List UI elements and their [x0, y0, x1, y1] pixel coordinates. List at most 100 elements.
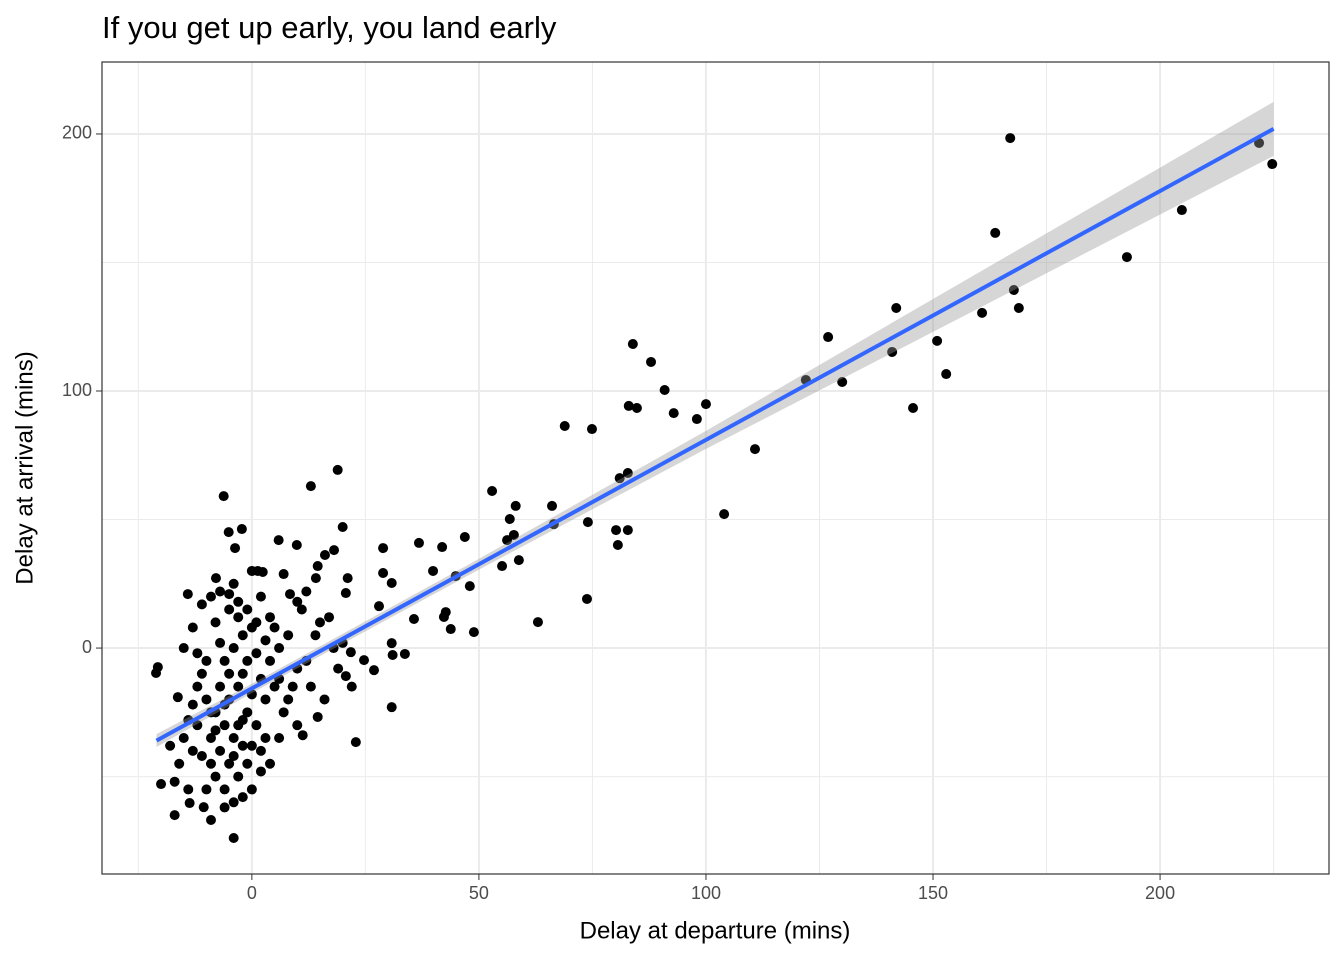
point	[183, 784, 194, 795]
point	[201, 784, 212, 795]
point	[513, 555, 524, 566]
point	[508, 529, 519, 540]
point	[502, 535, 513, 546]
point	[837, 377, 848, 388]
point	[437, 542, 448, 553]
point	[332, 464, 343, 475]
point	[305, 481, 316, 492]
point	[210, 573, 221, 584]
point	[192, 648, 203, 659]
point	[305, 681, 316, 692]
point	[215, 586, 226, 597]
point	[269, 681, 280, 692]
point	[374, 601, 385, 612]
panel-border	[101, 61, 1330, 875]
point	[345, 647, 356, 658]
point	[310, 573, 321, 584]
point	[278, 569, 289, 580]
point	[297, 730, 308, 741]
point	[223, 527, 234, 538]
x-tick-label: 100	[691, 883, 721, 903]
point	[283, 694, 294, 705]
point	[251, 648, 262, 659]
point	[887, 346, 898, 357]
point	[386, 578, 397, 589]
point	[255, 766, 266, 777]
point	[547, 500, 558, 511]
point	[386, 702, 397, 713]
point	[196, 751, 207, 762]
point	[246, 784, 257, 795]
point	[941, 369, 952, 380]
point	[428, 565, 439, 576]
point	[237, 630, 248, 641]
point	[319, 550, 330, 561]
point	[386, 638, 397, 649]
point	[611, 525, 622, 536]
point	[622, 525, 633, 536]
point	[151, 667, 162, 678]
point	[228, 797, 239, 808]
point	[646, 356, 657, 367]
point	[192, 681, 203, 692]
point	[184, 798, 195, 809]
point	[242, 655, 253, 666]
point	[233, 681, 244, 692]
point	[210, 617, 221, 628]
point	[219, 655, 230, 666]
point	[187, 699, 198, 710]
point	[285, 589, 296, 600]
point	[255, 745, 266, 756]
point	[233, 612, 244, 623]
chart-title: If you get up early, you land early	[102, 10, 557, 45]
point	[237, 668, 248, 679]
point	[399, 648, 410, 659]
point	[312, 561, 323, 572]
point	[296, 604, 307, 615]
point	[219, 720, 230, 731]
x-tick-label: 200	[1145, 883, 1175, 903]
point	[156, 779, 167, 790]
point	[691, 414, 702, 425]
point	[230, 543, 241, 554]
point	[659, 384, 670, 395]
point	[269, 622, 280, 633]
fit-line	[155, 127, 1275, 743]
point	[278, 707, 289, 718]
point	[378, 543, 389, 554]
point	[283, 630, 294, 641]
point	[301, 586, 312, 597]
point	[324, 612, 335, 623]
point	[236, 524, 247, 535]
point	[233, 771, 244, 782]
y-tick-label: 200	[62, 123, 92, 143]
point	[205, 591, 216, 602]
point	[438, 611, 449, 622]
point	[337, 521, 348, 532]
point	[242, 758, 253, 769]
point	[350, 737, 361, 748]
point	[237, 740, 248, 751]
point	[172, 692, 183, 703]
point	[1121, 252, 1132, 263]
point	[242, 707, 253, 718]
x-tick-label: 0	[247, 883, 257, 903]
x-tick-label: 50	[469, 883, 489, 903]
point	[622, 468, 633, 479]
point	[210, 771, 221, 782]
y-tick-label: 0	[82, 637, 92, 657]
point	[340, 588, 351, 599]
point	[932, 335, 943, 346]
point	[251, 617, 262, 628]
point	[1176, 205, 1187, 216]
point	[623, 400, 634, 411]
confidence-band	[933, 101, 1274, 332]
point	[342, 573, 353, 584]
point	[255, 591, 266, 602]
point	[215, 637, 226, 648]
point	[287, 681, 298, 692]
point	[408, 614, 419, 625]
point	[178, 733, 189, 744]
point	[165, 740, 176, 751]
